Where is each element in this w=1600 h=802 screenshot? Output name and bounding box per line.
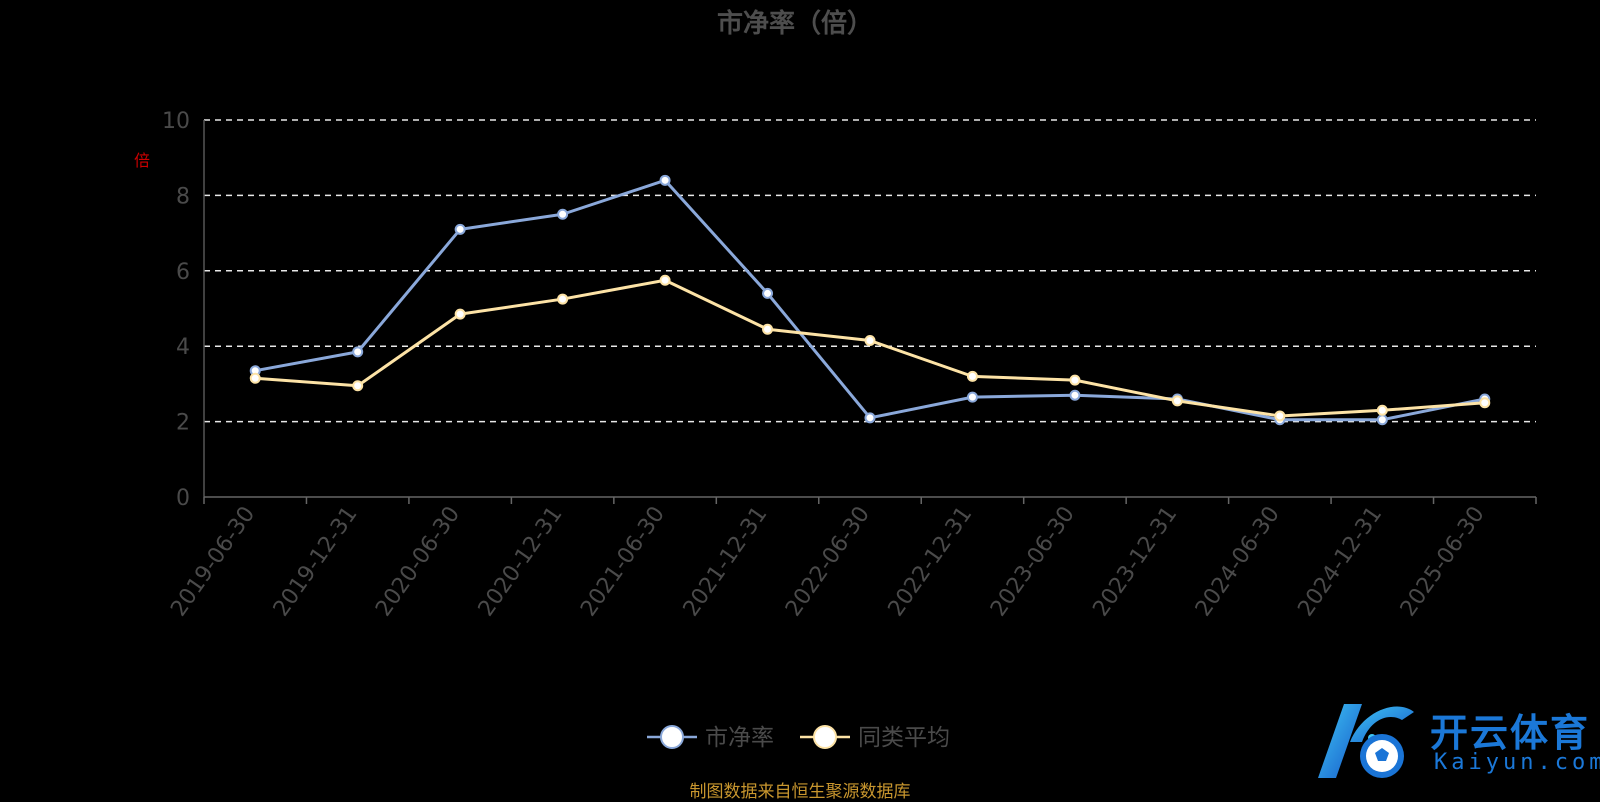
y-tick-label: 2: [176, 411, 190, 436]
x-tick-labels: 2019-06-30 2019-12-31 2020-06-30 2020-12-31…: [166, 502, 1489, 621]
x-tick-label: 2021-12-31: [679, 502, 773, 621]
y-tick-label: 10: [162, 109, 190, 134]
x-tick-label: 2021-06-30: [576, 502, 670, 621]
x-tick-label: 2019-06-30: [166, 502, 260, 621]
data-point[interactable]: [1376, 404, 1388, 416]
data-point[interactable]: [659, 274, 671, 286]
data-point[interactable]: [249, 372, 261, 384]
data-point[interactable]: [454, 308, 466, 320]
y-tick-label: 4: [176, 335, 190, 360]
y-tick-label: 8: [176, 184, 190, 209]
data-point[interactable]: [1069, 374, 1081, 386]
x-tick-label: 2020-12-31: [474, 502, 568, 621]
logo-text-cn: 开云体育: [1430, 711, 1591, 755]
x-tick-label: 2025-06-30: [1396, 502, 1490, 621]
data-source-note: 制图数据来自恒生聚源数据库: [689, 782, 911, 802]
data-point[interactable]: [762, 323, 774, 335]
data-point[interactable]: [966, 391, 978, 403]
data-point[interactable]: [454, 223, 466, 235]
y-tick-label: 6: [176, 260, 190, 285]
brand-logo[interactable]: 开云体育 Kaiyun.com: [1310, 698, 1600, 788]
data-point[interactable]: [557, 208, 569, 220]
x-tick-label: 2022-12-31: [884, 502, 978, 621]
data-point[interactable]: [1274, 410, 1286, 422]
data-point[interactable]: [659, 174, 671, 186]
legend-label: 市净率: [705, 725, 774, 751]
grid-lines: [204, 119, 1536, 423]
x-tick-label: 2024-06-30: [1191, 502, 1285, 621]
x-tick-label: 2022-06-30: [781, 502, 875, 621]
series-line: [255, 278, 1485, 418]
legend-label: 同类平均: [858, 725, 950, 751]
data-point[interactable]: [864, 412, 876, 424]
x-tick-label: 2019-12-31: [269, 502, 363, 621]
data-point[interactable]: [1479, 397, 1491, 409]
data-point[interactable]: [352, 346, 364, 358]
logo-text-en: Kaiyun.com: [1434, 750, 1600, 775]
chart-title: 市净率（倍）: [717, 8, 873, 39]
legend-item[interactable]: 市净率: [647, 725, 774, 751]
series-line: [254, 178, 1486, 422]
data-point[interactable]: [762, 287, 774, 299]
axes: [203, 120, 1537, 504]
y-axis-unit: 倍: [134, 151, 150, 170]
data-point[interactable]: [352, 380, 364, 392]
data-point[interactable]: [966, 370, 978, 382]
data-point[interactable]: [1171, 395, 1183, 407]
data-point[interactable]: [557, 293, 569, 305]
x-tick-label: 2023-06-30: [986, 502, 1080, 621]
data-point[interactable]: [864, 335, 876, 347]
series-group: [249, 174, 1491, 426]
y-tick-label: 0: [176, 486, 190, 511]
x-tick-label: 2023-12-31: [1088, 502, 1182, 621]
legend-marker: [660, 725, 684, 749]
x-tick-label: 2020-06-30: [371, 502, 465, 621]
x-tick-label: 2024-12-31: [1293, 502, 1387, 621]
data-point[interactable]: [1376, 414, 1388, 426]
data-point[interactable]: [1069, 389, 1081, 401]
legend-marker: [813, 725, 837, 749]
y-tick-labels: 0 2 4 6 8 10: [162, 109, 190, 511]
logo-mark-icon: [1318, 704, 1414, 778]
legend-item[interactable]: 同类平均: [800, 725, 950, 751]
legend[interactable]: 市净率 同类平均: [647, 725, 950, 751]
